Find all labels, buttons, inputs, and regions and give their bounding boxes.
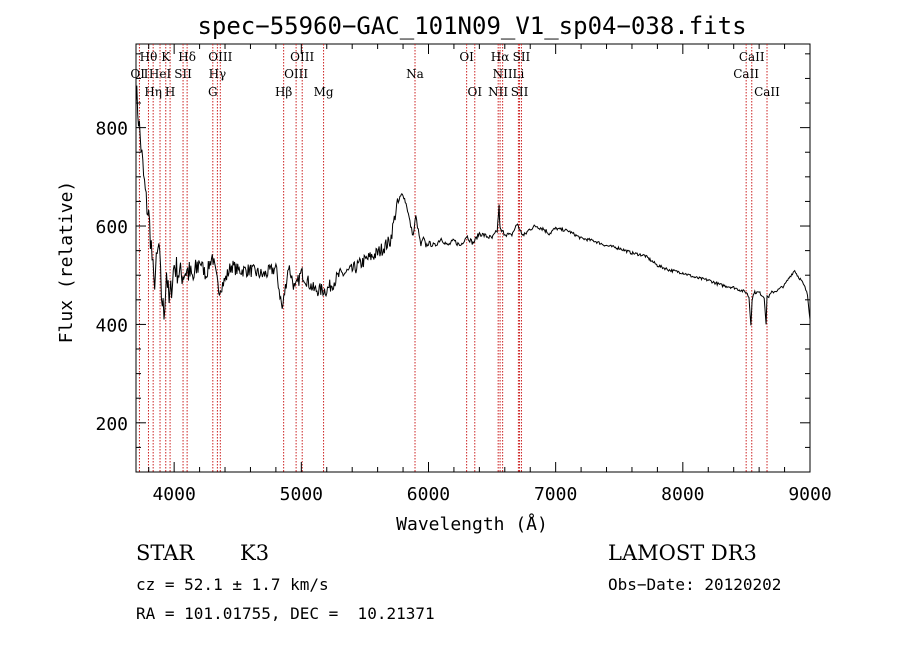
x-axis-title: Wavelength (Å) (396, 513, 548, 535)
spectral-line-label: Hα (491, 50, 510, 64)
spectral-line-label: SII (511, 85, 529, 99)
spectral-line-label: OI (467, 85, 482, 99)
spectral-line-label: HeI (149, 67, 172, 81)
survey-name: LAMOST DR3 (608, 541, 757, 565)
spectral-line-label: Hδ (178, 50, 196, 64)
x-axis: 4000 5000 6000 7000 8000 9000 (148, 44, 832, 505)
spectral-line-markers (138, 44, 768, 472)
spectral-line-label: NII (488, 85, 508, 99)
x-tick-label: 6000 (407, 484, 450, 505)
x-tick-label: 8000 (661, 484, 704, 505)
spectral-line-label: OⅡ (130, 67, 148, 81)
spectral-line-labels: OⅡ Hθ Hη HeI K H SII Hδ G Hγ OIII Hβ OIII OIII Mg Na OI O… (130, 50, 780, 99)
obs-date: Obs−Date: 20120202 (608, 575, 781, 594)
redshift-readout: cz = 52.1 ± 1.7 km/s (136, 575, 329, 594)
x-tick-label: 7000 (534, 484, 577, 505)
spectral-line-label: OI (459, 50, 474, 64)
x-tick-label: 9000 (788, 484, 831, 505)
spectral-line-label: H (165, 85, 175, 99)
spectral-line-label: Hβ (275, 85, 292, 99)
object-class: STAR (136, 541, 195, 565)
spectral-line-label: Hθ (140, 50, 158, 64)
spectral-line-label: Li (512, 67, 524, 81)
spectral-line-label: Hη (144, 85, 162, 99)
spectral-line-label: SII (174, 67, 192, 81)
spectral-line-label: OIII (290, 50, 314, 64)
spectral-line-label: Hγ (209, 67, 227, 81)
spectrum-line (135, 85, 811, 326)
spectral-line-label: Mg (314, 85, 334, 99)
object-subclass: K3 (240, 541, 269, 565)
y-axis: 200 400 600 800 (95, 53, 810, 448)
spectral-line-label: OIII (208, 50, 232, 64)
spectral-line-label: K (161, 50, 171, 64)
spectral-line-label: Na (406, 67, 424, 81)
spectral-line-label: OIII (284, 67, 308, 81)
spectral-line-label: CaII (754, 85, 780, 99)
x-tick-label: 4000 (152, 484, 195, 505)
spectral-line-label: NII (493, 67, 513, 81)
y-tick-label: 400 (95, 315, 128, 336)
y-tick-label: 800 (95, 119, 128, 140)
y-axis-title: Flux (relative) (56, 181, 77, 344)
spectral-line-label: CaII (733, 67, 759, 81)
spectral-line-label: SII (513, 50, 531, 64)
x-tick-label: 5000 (280, 484, 323, 505)
chart-title: spec−55960−GAC_101N09_V1_sp04−038.fits (197, 12, 746, 40)
y-tick-label: 600 (95, 217, 128, 238)
spectral-line-label: G (208, 85, 218, 99)
coordinates: RA = 101.01755, DEC = 10.21371 (136, 604, 435, 623)
y-tick-label: 200 (95, 414, 128, 435)
spectral-line-label: CaII (739, 50, 765, 64)
plot-frame (135, 43, 811, 473)
